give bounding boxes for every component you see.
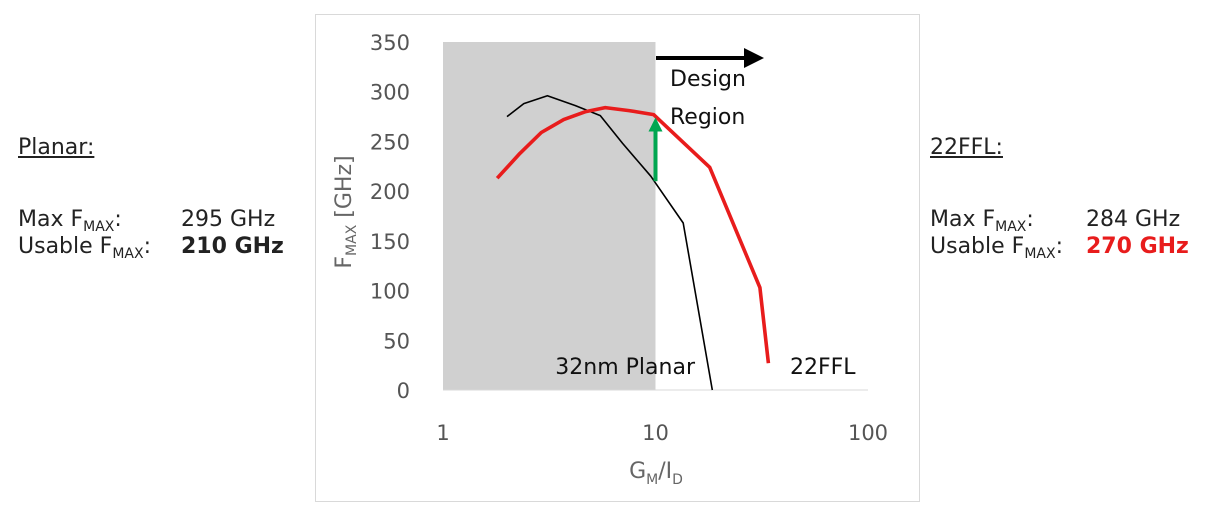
- y-axis-title: FMAX [GHz]: [332, 155, 360, 268]
- shaded-region: [443, 42, 656, 390]
- series-line-32nm-planar: [506, 94, 714, 391]
- planar-usable-label: Usable FMAX:: [18, 234, 151, 262]
- planar-usable-row: Usable FMAX: 210 GHz: [18, 233, 284, 261]
- improvement-arrow-head: [648, 117, 663, 132]
- ffl-summary: 22FFL: Max FMAX: 284 GHz Usable FMAX: 270 …: [930, 134, 1189, 261]
- y-tick-label: 0: [397, 379, 410, 403]
- y-tick-label: 150: [370, 230, 410, 254]
- series-label-22ffl: 22FFL: [790, 355, 856, 380]
- y-tick-label: 350: [370, 31, 410, 55]
- x-tick-label: 100: [848, 421, 888, 445]
- design-region-label-line1: Design: [670, 67, 746, 92]
- ffl-usable-row: Usable FMAX: 270 GHz: [930, 233, 1189, 261]
- ffl-usable-value: 270 GHz: [1086, 234, 1189, 259]
- y-tick-label: 50: [383, 329, 410, 353]
- x-axis-title: GM/ID: [629, 459, 683, 488]
- planar-usable-value: 210 GHz: [181, 234, 284, 259]
- ffl-max-label: Max FMAX:: [930, 206, 1034, 235]
- ffl-max-value: 284 GHz: [1086, 206, 1181, 232]
- ffl-max-row: Max FMAX: 284 GHz: [930, 206, 1189, 234]
- planar-max-row: Max FMAX: 295 GHz: [18, 206, 284, 234]
- y-tick-label: 250: [370, 130, 410, 154]
- planar-max-label: Max FMAX:: [18, 206, 122, 235]
- planar-heading: Planar:: [18, 135, 95, 160]
- series-label-32nm-planar: 32nm Planar: [555, 355, 696, 380]
- ffl-heading: 22FFL:: [930, 135, 1003, 160]
- planar-summary: Planar: Max FMAX: 295 GHz Usable FMAX: 210…: [18, 134, 284, 261]
- x-tick-label: 10: [642, 421, 669, 445]
- planar-max-value: 295 GHz: [181, 206, 276, 232]
- y-tick-label: 300: [370, 81, 410, 105]
- y-tick-label: 200: [370, 180, 410, 204]
- series-line-22ffl: [495, 105, 771, 364]
- design-region-label-line2: Region: [670, 105, 745, 130]
- y-tick-label: 100: [370, 280, 410, 304]
- x-tick-label: 1: [436, 421, 449, 445]
- ffl-usable-label: Usable FMAX:: [930, 234, 1063, 262]
